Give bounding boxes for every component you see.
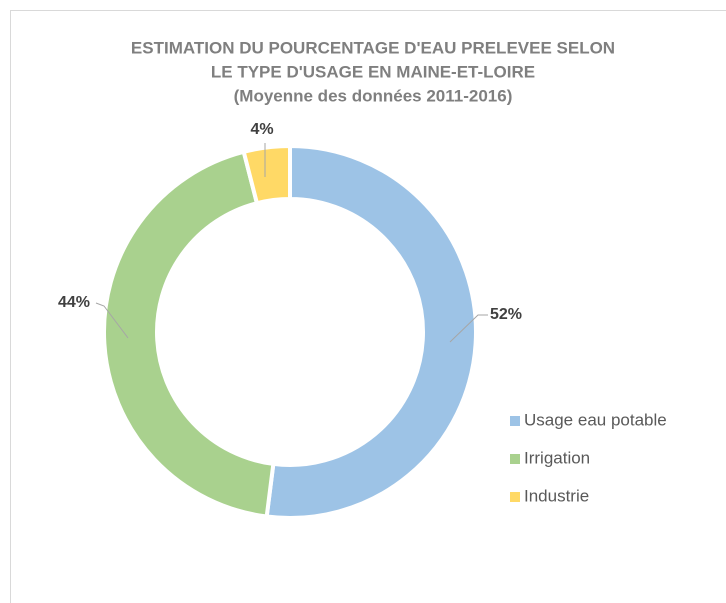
data-label: 4% xyxy=(250,121,273,138)
chart-title: ESTIMATION DU POURCENTAGE D'EAU PRELEVEE… xyxy=(131,38,615,57)
legend-label: Irrigation xyxy=(524,448,590,467)
legend-swatch xyxy=(510,492,520,502)
legend-label: Usage eau potable xyxy=(524,410,667,429)
chart-subtitle: (Moyenne des données 2011-2016) xyxy=(234,86,513,105)
donut-slice xyxy=(264,143,479,520)
legend-swatch xyxy=(510,416,520,426)
chart-border xyxy=(10,10,726,603)
leader-line xyxy=(95,302,129,339)
chart-title: LE TYPE D'USAGE EN MAINE-ET-LOIRE xyxy=(211,62,535,81)
donut-slice xyxy=(241,143,292,206)
legend-swatch xyxy=(510,454,520,464)
donut-slice xyxy=(102,149,276,519)
data-label: 44% xyxy=(58,294,90,311)
leader-line xyxy=(449,314,488,343)
data-label: 52% xyxy=(490,306,522,323)
legend-label: Industrie xyxy=(524,486,589,505)
